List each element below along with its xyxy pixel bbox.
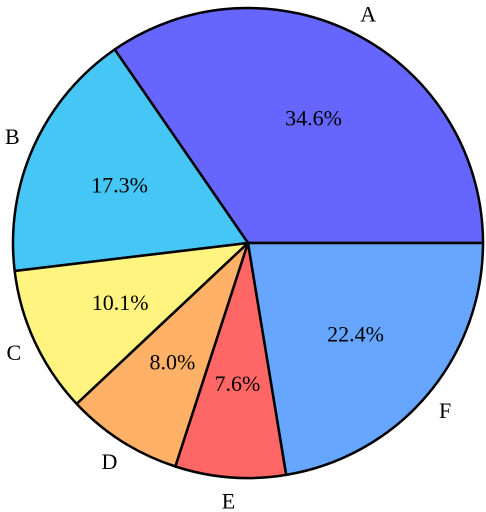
slice-percent-label-f: 22.4% [327,322,384,347]
pie-slice-c [13,241,250,406]
pie-slice-d [75,241,250,468]
category-labels: A B C D E F [5,2,451,512]
pie-slice-e [174,241,288,480]
slice-percent-label-d: 8.0% [149,350,195,375]
slice-percent-label-a: 34.6% [285,106,342,131]
pie-slice-a [113,6,485,245]
percentage-labels: 34.6% 17.3% 10.1% 8.0% 7.6% 22.4% [91,106,384,396]
slice-category-label-b: B [5,124,20,149]
pie-slices [11,6,485,480]
pie-slice-b [11,48,250,273]
slice-category-label-d: D [102,449,118,474]
slice-percent-label-b: 17.3% [91,173,148,198]
slice-category-label-a: A [360,2,376,27]
pie-slice-f [246,241,485,477]
slice-category-label-e: E [222,488,235,512]
slice-percent-label-c: 10.1% [92,290,149,315]
slice-category-label-c: C [6,340,21,365]
slice-category-label-f: F [439,398,451,423]
slice-percent-label-e: 7.6% [214,371,260,396]
